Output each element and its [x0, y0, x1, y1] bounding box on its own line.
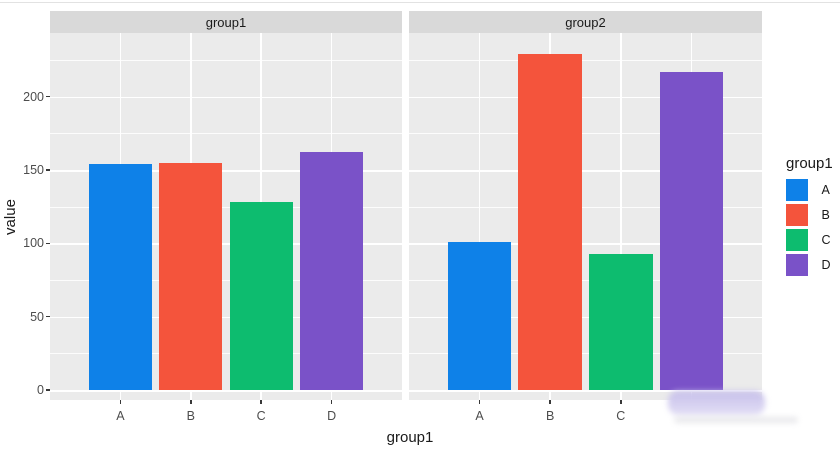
facet-strip-label: group2: [565, 14, 606, 30]
y-tick-label: 0: [37, 383, 44, 397]
x-tick-label: D: [327, 409, 337, 423]
y-tick-mark: [46, 242, 50, 245]
x-tick-mark: [330, 400, 333, 404]
gridline-vertical: [478, 33, 481, 400]
bar-group1-D: [299, 152, 364, 390]
blur-artifact-faint: [674, 417, 798, 423]
legend-swatch: [786, 204, 808, 226]
legend-swatch: [786, 229, 808, 251]
facet-strip: group2: [409, 11, 762, 33]
gridline-minor: [50, 353, 402, 355]
y-tick-mark: [46, 389, 50, 391]
legend-title: group1: [786, 155, 833, 172]
bar-group2-B: [518, 54, 582, 390]
gridline-minor: [50, 206, 402, 208]
bar-group2-A: [447, 241, 512, 390]
gridline-major: [50, 169, 402, 172]
facet-strip-label: group1: [205, 14, 247, 30]
x-tick-mark: [190, 400, 192, 404]
x-tick-label: A: [475, 409, 484, 423]
legend-item: B: [786, 204, 833, 226]
bar-group1-A: [88, 164, 153, 390]
bar-group1-C: [229, 202, 293, 390]
gridline-major: [409, 96, 762, 99]
x-tick-label: B: [546, 409, 555, 423]
x-tick-mark: [620, 400, 622, 404]
gridline-major: [50, 243, 402, 245]
bar-group1-B: [159, 162, 223, 390]
y-tick-mark: [46, 169, 50, 171]
gridline-minor: [409, 353, 762, 355]
gridline-minor: [50, 59, 402, 61]
x-tick-label: B: [186, 409, 195, 423]
x-tick-mark: [549, 400, 551, 404]
x-tick-mark: [260, 400, 262, 404]
legend-swatch: [786, 179, 808, 201]
gridline-major: [409, 169, 762, 172]
gridline-minor: [50, 133, 402, 135]
legend-item: A: [786, 179, 833, 201]
x-tick-label: A: [116, 409, 125, 423]
gridline-major: [50, 96, 402, 99]
legend-item: D: [786, 254, 833, 276]
legend-swatch: [786, 254, 808, 276]
y-tick-mark: [46, 95, 50, 98]
x-tick-label: C: [616, 409, 626, 423]
x-tick-mark: [478, 400, 481, 404]
y-tick-label: 150: [23, 162, 44, 177]
y-tick-label: 50: [30, 309, 44, 324]
window-top-border: [0, 2, 840, 3]
gridline-major: [409, 390, 762, 392]
gridline-minor: [409, 206, 762, 208]
gridline-vertical: [620, 33, 622, 400]
legend-entry-label: C: [821, 232, 831, 247]
gridline-minor: [409, 133, 762, 135]
legend-entry-label: B: [821, 207, 830, 222]
blur-artifact: [668, 391, 765, 415]
y-tick-label: 200: [23, 89, 44, 104]
bar-group2-D: [659, 71, 724, 390]
x-axis-title: group1: [386, 429, 434, 446]
legend-entry-label: A: [821, 182, 830, 197]
legend-item: C: [786, 229, 833, 251]
x-tick-mark: [119, 400, 122, 404]
legend-entry-label: D: [821, 257, 831, 272]
x-tick-label: C: [256, 409, 266, 423]
gridline-minor: [409, 279, 762, 281]
gridline-major: [50, 390, 402, 392]
gridline-major: [409, 316, 762, 319]
y-tick-label: 100: [23, 236, 44, 251]
bar-group2-C: [589, 253, 653, 390]
gridline-minor: [409, 59, 762, 61]
y-tick-mark: [46, 315, 50, 318]
gridline-major: [50, 316, 402, 319]
gridline-major: [409, 243, 762, 245]
gridline-minor: [50, 279, 402, 281]
facet-strip: group1: [50, 11, 402, 33]
